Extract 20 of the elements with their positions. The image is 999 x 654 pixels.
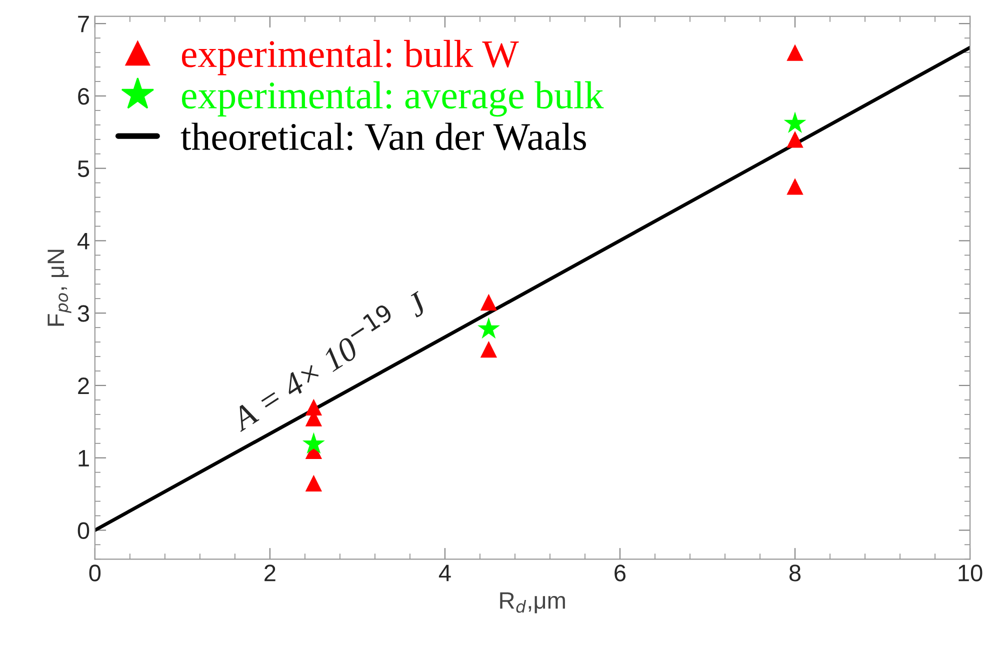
x-tick-label: 8 (789, 564, 801, 582)
legend-label: theoretical: Van der Waals (180, 122, 586, 150)
x-tick-label: 2 (264, 564, 276, 582)
x-axis-title: R$_{d}$,μm (500, 592, 565, 614)
y-tick-label: 7 (78, 16, 89, 32)
y-tick-label: 6 (78, 88, 90, 105)
y-tick-label: 5 (78, 160, 90, 178)
legend-label: experimental: bulk W (182, 40, 519, 76)
x-tick-label: 0 (89, 564, 101, 582)
x-tick-label: 4 (438, 564, 451, 582)
x-tick-label: 10 (958, 564, 982, 582)
y-tick-label: 0 (78, 522, 90, 540)
y-tick-label: 4 (77, 233, 90, 250)
y-tick-label: 1 (78, 450, 89, 466)
annotation: A = 4× 10$^{−19}$ J (224, 284, 430, 432)
y-tick-label: 2 (78, 378, 89, 394)
x-tick-label: 6 (614, 564, 626, 582)
y-axis-title: F$_{po}$, μN (48, 250, 72, 326)
y-tick-label: 3 (78, 305, 90, 322)
legend-label: experimental: average bulk (182, 81, 604, 117)
